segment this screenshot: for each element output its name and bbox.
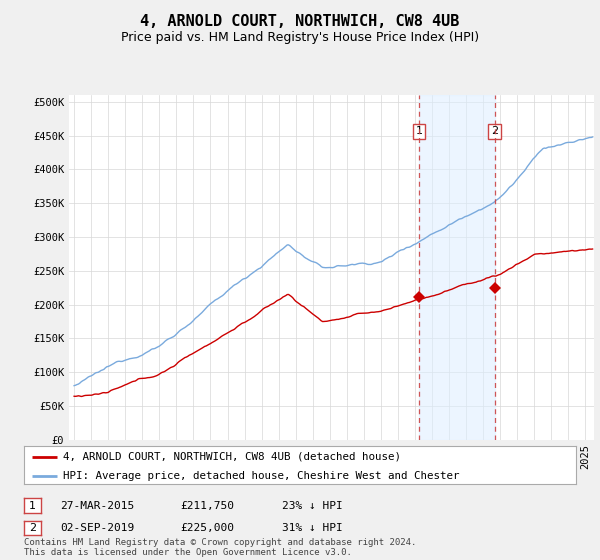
Text: Contains HM Land Registry data © Crown copyright and database right 2024.
This d: Contains HM Land Registry data © Crown c… (24, 538, 416, 557)
Text: £211,750: £211,750 (180, 501, 234, 511)
Text: 4, ARNOLD COURT, NORTHWICH, CW8 4UB (detached house): 4, ARNOLD COURT, NORTHWICH, CW8 4UB (det… (62, 451, 401, 461)
Text: 27-MAR-2015: 27-MAR-2015 (60, 501, 134, 511)
Text: £225,000: £225,000 (180, 523, 234, 533)
Text: 1: 1 (29, 501, 36, 511)
Text: 02-SEP-2019: 02-SEP-2019 (60, 523, 134, 533)
Text: 1: 1 (415, 127, 422, 137)
Text: 23% ↓ HPI: 23% ↓ HPI (282, 501, 343, 511)
Text: 31% ↓ HPI: 31% ↓ HPI (282, 523, 343, 533)
Text: HPI: Average price, detached house, Cheshire West and Chester: HPI: Average price, detached house, Ches… (62, 471, 459, 481)
Text: 2: 2 (29, 523, 36, 533)
Text: Price paid vs. HM Land Registry's House Price Index (HPI): Price paid vs. HM Land Registry's House … (121, 31, 479, 44)
Bar (419, 95, 494, 440)
Text: 2: 2 (491, 127, 498, 137)
Text: 4, ARNOLD COURT, NORTHWICH, CW8 4UB: 4, ARNOLD COURT, NORTHWICH, CW8 4UB (140, 14, 460, 29)
